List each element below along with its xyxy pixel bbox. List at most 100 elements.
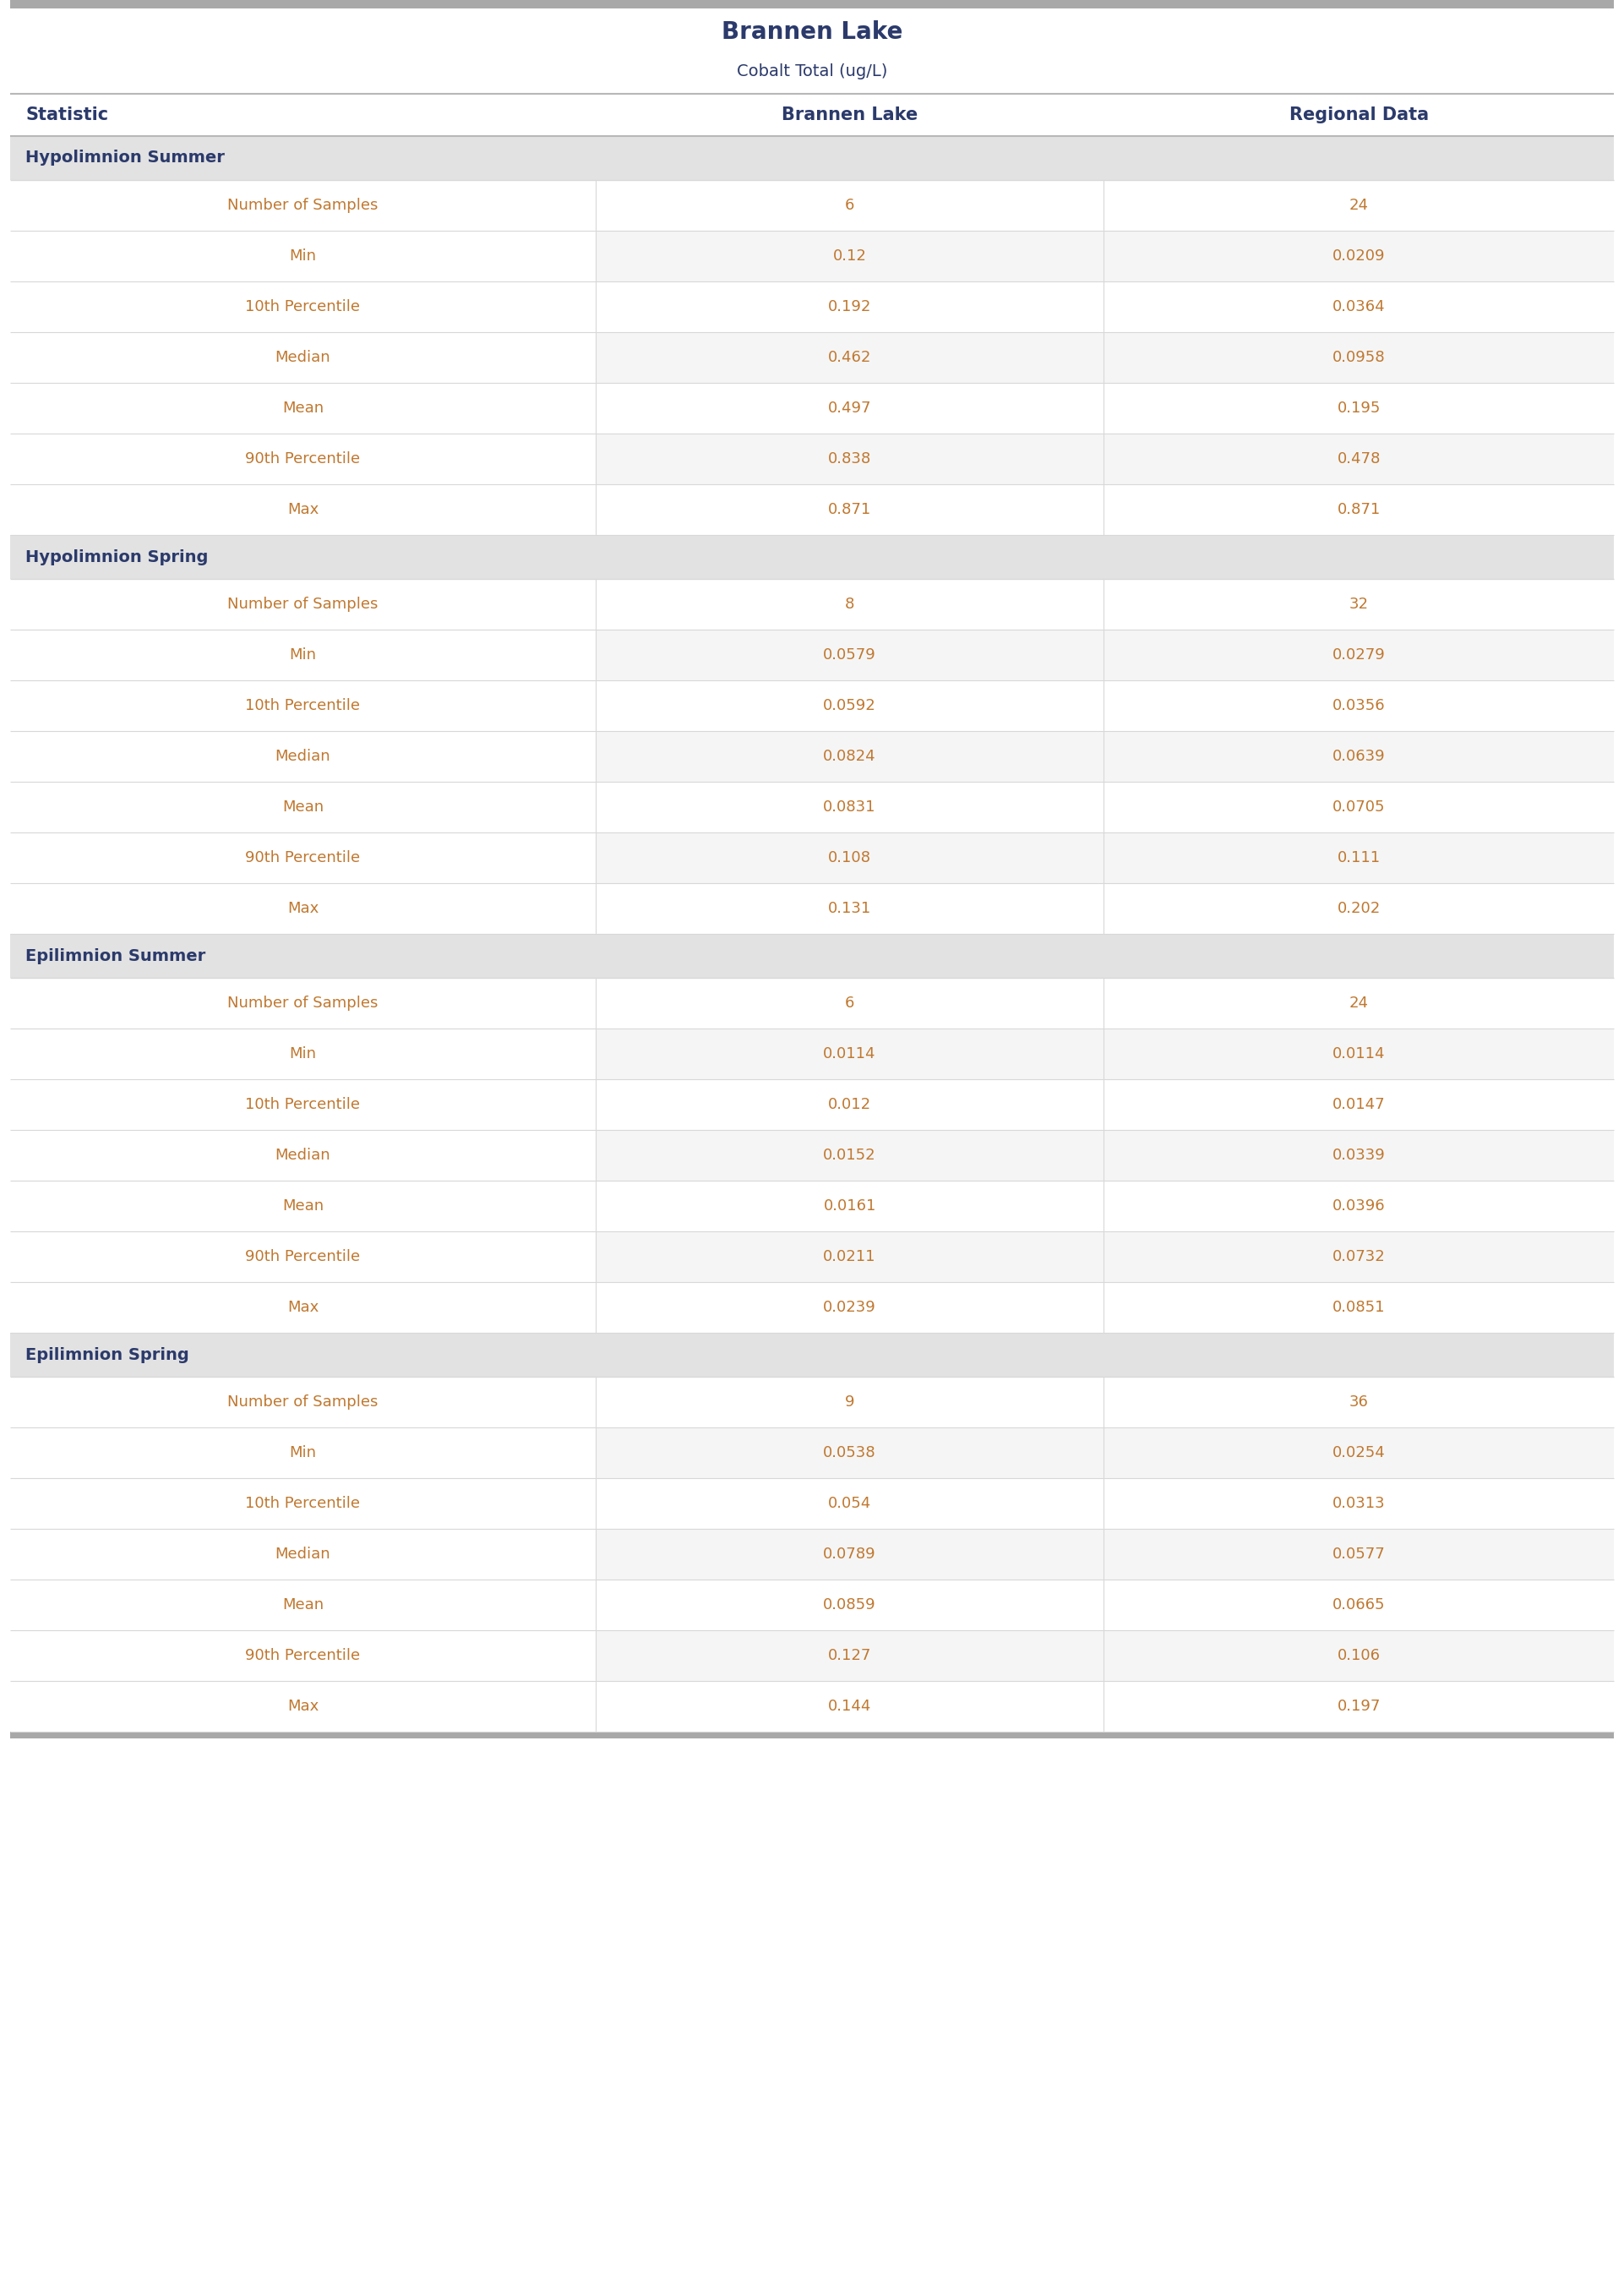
Text: Epilimnion Summer: Epilimnion Summer [26,949,206,965]
Bar [10,1376,596,1428]
Text: 90th Percentile: 90th Percentile [245,1648,361,1664]
Bar [10,1478,596,1528]
Bar [10,1283,596,1332]
Bar [596,629,1614,681]
Bar [10,0,1614,9]
Text: 0.0356: 0.0356 [1332,699,1385,713]
Text: 0.0592: 0.0592 [823,699,877,713]
Text: 10th Percentile: 10th Percentile [245,300,361,313]
Text: 0.108: 0.108 [828,851,870,865]
Text: 0.202: 0.202 [1337,901,1380,917]
Bar [10,484,596,536]
Bar [10,93,1614,136]
Text: Epilimnion Spring: Epilimnion Spring [26,1346,188,1362]
Bar [10,579,596,629]
Text: 0.0824: 0.0824 [823,749,875,765]
Bar [10,629,596,681]
Text: Number of Samples: Number of Samples [227,1394,378,1410]
Bar [596,579,1614,629]
Bar [10,1732,1614,1739]
Bar [10,179,596,232]
Text: 0.111: 0.111 [1337,851,1380,865]
Text: 0.192: 0.192 [828,300,872,313]
Bar [596,331,1614,384]
Bar [596,179,1614,232]
Text: Mean: Mean [283,1199,323,1214]
Bar [10,731,596,781]
Text: 0.054: 0.054 [828,1496,872,1512]
Text: 6: 6 [844,997,854,1010]
Text: Min: Min [289,247,317,263]
Text: 0.0364: 0.0364 [1332,300,1385,313]
Text: Min: Min [289,647,317,663]
Text: 0.478: 0.478 [1337,452,1380,468]
Text: 10th Percentile: 10th Percentile [245,1496,361,1512]
Text: 0.0665: 0.0665 [1332,1598,1385,1612]
Text: 0.144: 0.144 [828,1698,872,1714]
Bar [10,384,596,434]
Text: Max: Max [287,1698,318,1714]
Bar [596,731,1614,781]
Text: 0.497: 0.497 [828,400,872,415]
Bar [596,681,1614,731]
Bar [10,1230,596,1283]
Text: 90th Percentile: 90th Percentile [245,452,361,468]
Text: 0.0254: 0.0254 [1332,1446,1385,1460]
Bar [596,781,1614,833]
Text: 0.0209: 0.0209 [1332,247,1385,263]
Text: 0.0211: 0.0211 [823,1249,875,1264]
Bar [10,136,1614,179]
Bar [10,331,596,384]
Text: 0.0152: 0.0152 [823,1149,875,1162]
Bar [10,232,596,281]
Text: 90th Percentile: 90th Percentile [245,851,361,865]
Bar [596,1528,1614,1580]
Text: 0.12: 0.12 [833,247,867,263]
Text: Statistic: Statistic [26,107,109,123]
Bar [10,281,596,331]
Bar [10,1630,596,1682]
Text: Median: Median [274,749,331,765]
Text: 0.0396: 0.0396 [1332,1199,1385,1214]
Bar [596,1130,1614,1180]
Text: 36: 36 [1350,1394,1369,1410]
Bar [10,1528,596,1580]
Bar [596,1028,1614,1078]
Bar [596,1376,1614,1428]
Bar [596,1283,1614,1332]
Bar [10,54,1614,86]
Bar [596,384,1614,434]
Bar [596,1428,1614,1478]
Text: 0.131: 0.131 [828,901,872,917]
Text: 0.0639: 0.0639 [1332,749,1385,765]
Text: 0.106: 0.106 [1337,1648,1380,1664]
Text: 10th Percentile: 10th Percentile [245,699,361,713]
Text: 90th Percentile: 90th Percentile [245,1249,361,1264]
Text: Brannen Lake: Brannen Lake [721,20,903,43]
Text: Mean: Mean [283,400,323,415]
Bar [10,9,1614,54]
Text: 32: 32 [1350,597,1369,613]
Text: Brannen Lake: Brannen Lake [781,107,918,123]
Bar [596,1180,1614,1230]
Text: Max: Max [287,1301,318,1314]
Text: 0.462: 0.462 [828,350,872,365]
Text: 0.0239: 0.0239 [823,1301,877,1314]
Text: 0.0339: 0.0339 [1332,1149,1385,1162]
Bar [10,1332,1614,1376]
Bar [596,1078,1614,1130]
Bar [596,484,1614,536]
Text: Hypolimnion Spring: Hypolimnion Spring [26,549,208,565]
Text: 0.012: 0.012 [828,1096,872,1112]
Text: 0.197: 0.197 [1337,1698,1380,1714]
Text: 0.0831: 0.0831 [823,799,875,815]
Text: Mean: Mean [283,1598,323,1612]
Bar [10,1180,596,1230]
Text: 24: 24 [1350,197,1369,213]
Text: Number of Samples: Number of Samples [227,997,378,1010]
Bar [10,1078,596,1130]
Bar [596,883,1614,933]
Bar [10,781,596,833]
Text: 0.0147: 0.0147 [1332,1096,1385,1112]
Text: 0.0859: 0.0859 [823,1598,875,1612]
